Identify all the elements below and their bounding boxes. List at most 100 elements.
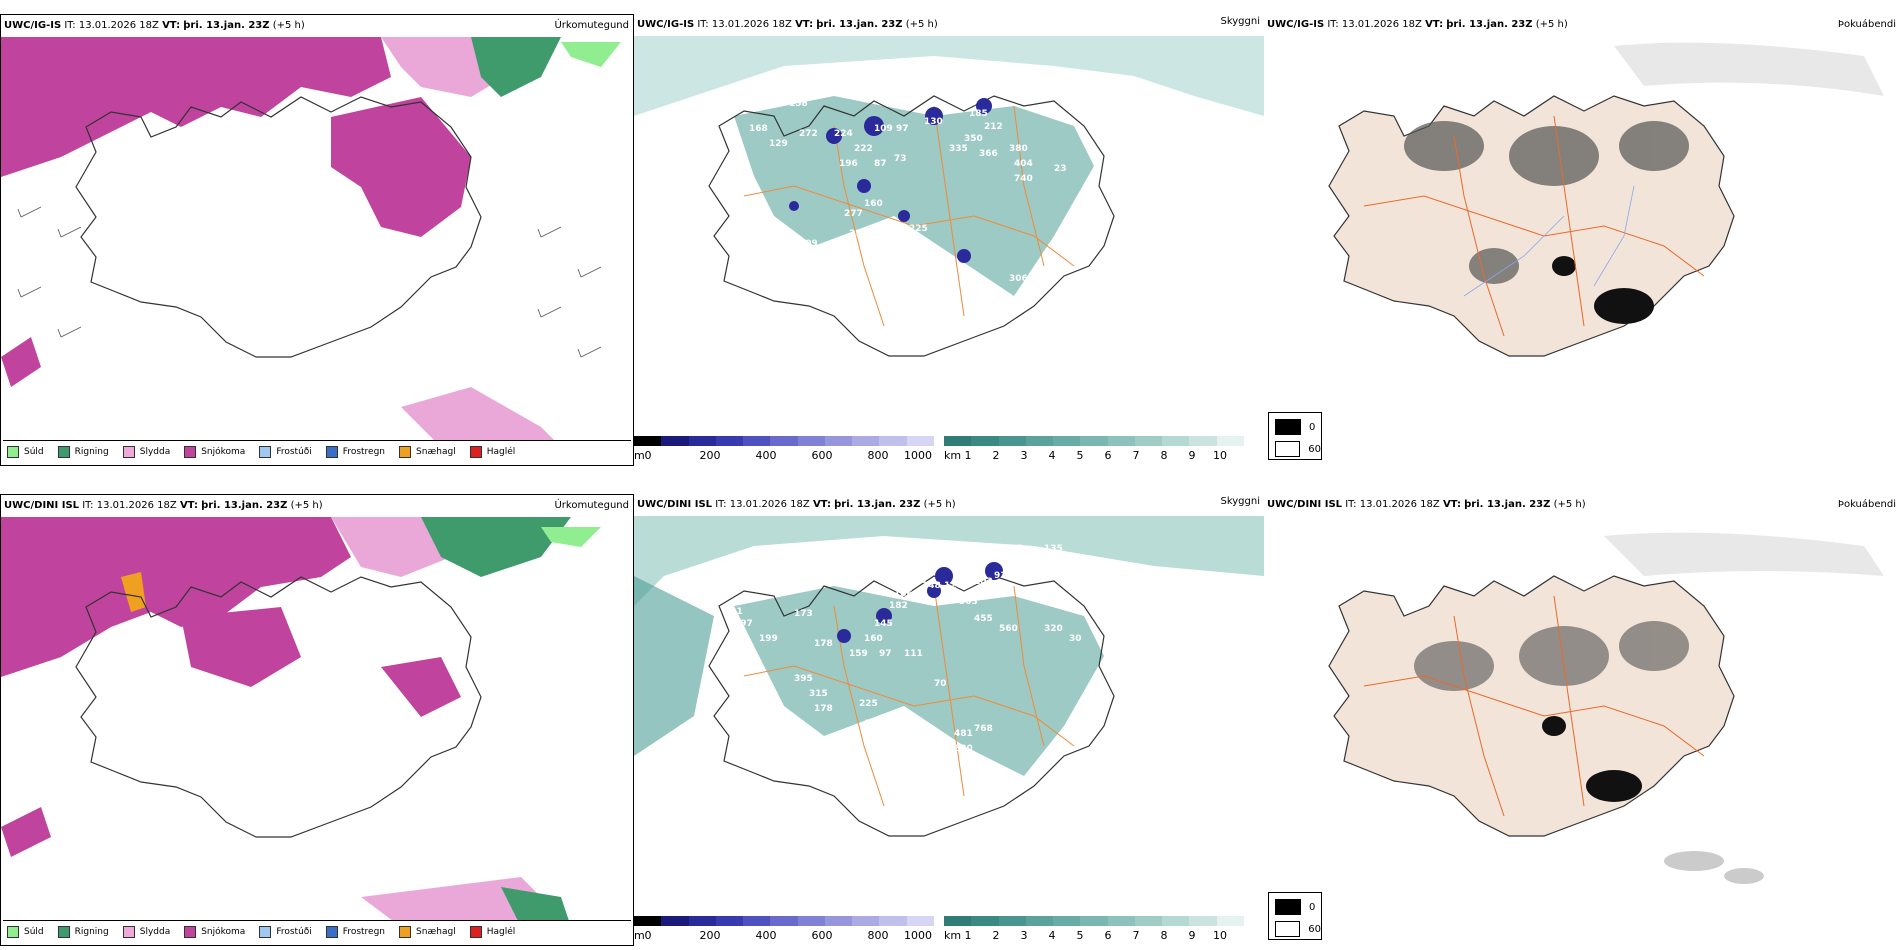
svg-text:16: 16: [1034, 84, 1047, 94]
svg-text:199: 199: [759, 634, 778, 644]
cloudbase-map: 130 80 230 159 173 191 197 199 218 315 2…: [634, 516, 1264, 879]
panel-name: Þokuábendi: [1837, 499, 1896, 510]
precip-legend: Súld Rigning Slydda Snjókoma Frostúði Fr…: [3, 920, 631, 943]
rivers: [1463, 185, 1635, 297]
svg-text:129: 129: [769, 139, 788, 149]
svg-text:178: 178: [814, 639, 833, 649]
vis-tick: 7: [1132, 449, 1140, 462]
panel-title: UWC/DINI ISL IT: 13.01.2026 18Z VT: þri.…: [1267, 499, 1586, 510]
svg-text:173: 173: [794, 609, 813, 619]
panel-name: Skyggni: [1220, 16, 1260, 27]
svg-text:160: 160: [864, 634, 883, 644]
legend-item-rigning: Rigning: [57, 446, 109, 458]
svg-text:145: 145: [874, 619, 893, 629]
svg-text:111: 111: [904, 649, 923, 659]
vis-tick: 10: [1213, 929, 1227, 942]
svg-text:303: 303: [959, 597, 978, 607]
svg-text:272: 272: [799, 129, 818, 139]
svg-text:740: 740: [1014, 174, 1033, 184]
svg-text:404: 404: [1014, 159, 1033, 169]
svg-text:225: 225: [859, 699, 878, 709]
vis-tick: 1: [964, 449, 972, 462]
cloud-tick: 400: [755, 929, 777, 942]
svg-text:105: 105: [864, 259, 883, 269]
legend-item-snjokoma: Snjókoma: [184, 446, 245, 458]
svg-text:103: 103: [974, 577, 993, 587]
svg-text:224: 224: [834, 129, 853, 139]
legend-item-frostudi: Frostúði: [259, 446, 312, 458]
panel-title: UWC/IG-IS IT: 13.01.2026 18Z VT: þri. 13…: [4, 20, 305, 31]
svg-text:320: 320: [1044, 624, 1063, 634]
svg-text:218: 218: [934, 549, 953, 559]
vis-colorbar: [944, 916, 1244, 926]
low-cloud-patches: [837, 562, 1003, 643]
svg-text:185: 185: [969, 109, 988, 119]
low-cloud-patches: [789, 98, 992, 263]
svg-text:135: 135: [1044, 544, 1063, 554]
cloud-tick: 800: [867, 929, 889, 942]
svg-text:70: 70: [934, 679, 947, 689]
vis-tick: 5: [1076, 449, 1084, 462]
precip-legend: Súld Rigning Slydda Snjókoma Frostúði Fr…: [3, 440, 631, 463]
svg-text:225: 225: [909, 224, 928, 234]
cloud-tick: 200: [699, 449, 721, 462]
fog-legend-top: 0 60: [1268, 412, 1322, 460]
svg-text:91: 91: [994, 571, 1007, 581]
vis-tick: 5: [1076, 929, 1084, 942]
cloudbase-map: 175 158 168 129 224 272 109 97 130 185 2…: [634, 36, 1264, 409]
legend-item-haglel: Haglél: [469, 926, 515, 938]
svg-text:212: 212: [984, 122, 1003, 132]
peak-labels: 175 158 168 129 224 272 109 97 130 185 2…: [749, 69, 1183, 409]
offshore-fog: [1664, 851, 1764, 884]
colorbars-bottom: m 0 200 400 600 800 1000 km 1 2 3 4 5 6 …: [634, 916, 1264, 942]
svg-text:196: 196: [839, 159, 858, 169]
svg-text:178: 178: [814, 704, 833, 714]
panel-title: UWC/IG-IS IT: 13.01.2026 18Z VT: þri. 13…: [637, 19, 938, 30]
vis-tick: 8: [1160, 449, 1168, 462]
vis-tick: 7: [1132, 929, 1140, 942]
vis-unit: km: [944, 929, 962, 942]
fog-dense: [1542, 716, 1642, 802]
svg-text:97: 97: [896, 124, 909, 134]
svg-text:298: 298: [1009, 74, 1028, 84]
precip-type-panel-top: UWC/IG-IS IT: 13.01.2026 18Z VT: þri. 13…: [0, 14, 634, 466]
fog-panel-top: UWC/IG-IS IT: 13.01.2026 18Z VT: þri. 13…: [1264, 14, 1900, 466]
legend-item-snjokoma: Snjókoma: [184, 926, 245, 938]
svg-text:97: 97: [879, 649, 892, 659]
cloud-unit: m: [634, 449, 645, 462]
vis-tick: 10: [1213, 449, 1227, 462]
cloud-tick: 400: [755, 449, 777, 462]
cloud-tick: 0: [644, 449, 652, 462]
vis-tick: 3: [1020, 449, 1028, 462]
vis-tick: 9: [1188, 929, 1196, 942]
fog-map: [1328, 532, 1884, 884]
svg-text:186: 186: [894, 589, 913, 599]
cloud-tick: 600: [811, 449, 833, 462]
vis-tick: 2: [992, 929, 1000, 942]
svg-text:366: 366: [979, 149, 998, 159]
vis-tick: 3: [1020, 929, 1028, 942]
cloud-tick: 1000: [904, 449, 932, 462]
svg-text:30: 30: [1069, 634, 1082, 644]
svg-text:393: 393: [1149, 869, 1168, 879]
svg-text:159: 159: [849, 649, 868, 659]
legend-item-slydda: Slydda: [122, 446, 170, 458]
svg-text:235: 235: [1004, 559, 1023, 569]
vis-unit: km: [944, 449, 962, 462]
svg-text:159: 159: [774, 585, 793, 595]
fog-shading: [1404, 121, 1689, 284]
svg-text:350: 350: [964, 134, 983, 144]
svg-text:87: 87: [874, 159, 887, 169]
panel-name: Þokuábendi: [1837, 19, 1896, 30]
svg-text:182: 182: [889, 601, 908, 611]
fog-legend-bottom: 0 60: [1268, 892, 1322, 940]
svg-text:306: 306: [1009, 274, 1028, 284]
legend-item-sudl: Súld: [7, 926, 44, 938]
svg-text:80: 80: [712, 581, 725, 591]
svg-text:126: 126: [944, 581, 963, 591]
panel-title: UWC/IG-IS IT: 13.01.2026 18Z VT: þri. 13…: [1267, 19, 1568, 30]
fog-shading: [1414, 621, 1689, 691]
svg-text:130: 130: [924, 117, 943, 127]
precip-map: [1, 37, 621, 447]
svg-text:230: 230: [746, 579, 765, 589]
